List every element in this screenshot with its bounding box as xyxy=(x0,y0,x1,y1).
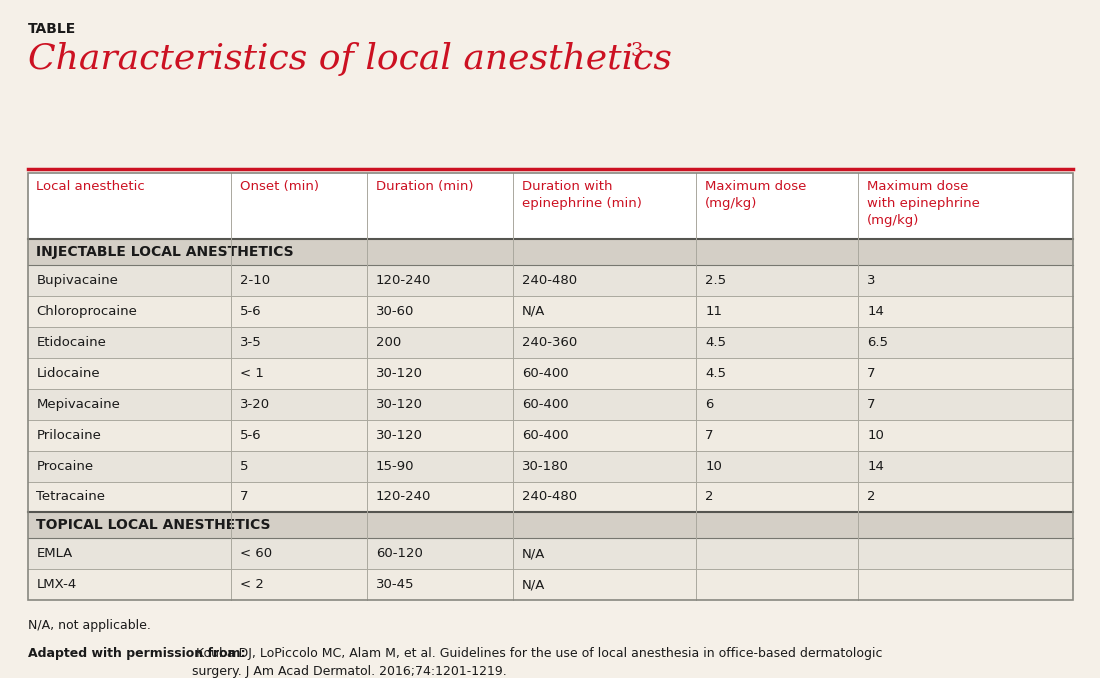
Text: 7: 7 xyxy=(705,428,714,441)
Text: N/A: N/A xyxy=(522,578,546,591)
Text: 10: 10 xyxy=(705,460,722,473)
Bar xyxy=(28,296,1072,327)
Text: 240-360: 240-360 xyxy=(522,336,578,349)
Text: 30-60: 30-60 xyxy=(376,305,415,318)
Text: 10: 10 xyxy=(867,428,884,441)
Bar xyxy=(28,420,1072,451)
Text: INJECTABLE LOCAL ANESTHETICS: INJECTABLE LOCAL ANESTHETICS xyxy=(36,245,294,259)
Text: < 60: < 60 xyxy=(240,547,272,560)
Text: 3-20: 3-20 xyxy=(240,398,271,411)
Bar xyxy=(28,239,1072,265)
Text: N/A: N/A xyxy=(522,547,546,560)
Text: 30-120: 30-120 xyxy=(376,367,422,380)
Text: 240-480: 240-480 xyxy=(522,274,578,287)
Bar xyxy=(28,513,1072,538)
Text: 200: 200 xyxy=(376,336,402,349)
Text: 120-240: 120-240 xyxy=(376,490,431,504)
Text: 120-240: 120-240 xyxy=(376,274,431,287)
Text: 60-400: 60-400 xyxy=(522,428,569,441)
Text: 2-10: 2-10 xyxy=(240,274,271,287)
Text: Characteristics of local anesthetics: Characteristics of local anesthetics xyxy=(28,42,671,76)
Bar xyxy=(28,173,1072,600)
Text: 4.5: 4.5 xyxy=(705,367,726,380)
Text: Etidocaine: Etidocaine xyxy=(36,336,107,349)
Bar xyxy=(28,265,1072,296)
Text: 30-45: 30-45 xyxy=(376,578,415,591)
Text: 6: 6 xyxy=(705,398,714,411)
Text: Maximum dose
with epinephrine
(mg/kg): Maximum dose with epinephrine (mg/kg) xyxy=(867,180,980,226)
Text: 30-120: 30-120 xyxy=(376,428,422,441)
Text: LMX-4: LMX-4 xyxy=(36,578,77,591)
Text: Duration with
epinephrine (min): Duration with epinephrine (min) xyxy=(522,180,642,210)
Text: 7: 7 xyxy=(867,367,876,380)
Text: Adapted with permission from:: Adapted with permission from: xyxy=(28,647,245,660)
Bar xyxy=(28,569,1072,600)
Text: Maximum dose
(mg/kg): Maximum dose (mg/kg) xyxy=(705,180,806,210)
Text: 7: 7 xyxy=(867,398,876,411)
Text: < 2: < 2 xyxy=(240,578,264,591)
Text: Chloroprocaine: Chloroprocaine xyxy=(36,305,138,318)
Text: 60-400: 60-400 xyxy=(522,367,569,380)
Bar xyxy=(28,388,1072,420)
Text: 2: 2 xyxy=(705,490,714,504)
Text: 240-480: 240-480 xyxy=(522,490,578,504)
Text: 60-400: 60-400 xyxy=(522,398,569,411)
Bar xyxy=(28,451,1072,481)
Text: 5-6: 5-6 xyxy=(240,428,262,441)
Text: 30-120: 30-120 xyxy=(376,398,422,411)
Text: 14: 14 xyxy=(867,460,884,473)
Text: Tetracaine: Tetracaine xyxy=(36,490,106,504)
Text: Duration (min): Duration (min) xyxy=(376,180,473,193)
Text: 4.5: 4.5 xyxy=(705,336,726,349)
Text: 2.5: 2.5 xyxy=(705,274,726,287)
Text: Mepivacaine: Mepivacaine xyxy=(36,398,120,411)
Text: 2: 2 xyxy=(867,490,876,504)
Text: N/A: N/A xyxy=(522,305,546,318)
Text: Procaine: Procaine xyxy=(36,460,94,473)
Text: TOPICAL LOCAL ANESTHETICS: TOPICAL LOCAL ANESTHETICS xyxy=(36,518,271,532)
Text: 7: 7 xyxy=(240,490,249,504)
Text: Onset (min): Onset (min) xyxy=(240,180,319,193)
Text: 60-120: 60-120 xyxy=(376,547,422,560)
Text: 5: 5 xyxy=(240,460,249,473)
Text: EMLA: EMLA xyxy=(36,547,73,560)
Text: Prilocaine: Prilocaine xyxy=(36,428,101,441)
Text: 15-90: 15-90 xyxy=(376,460,415,473)
Text: < 1: < 1 xyxy=(240,367,264,380)
Text: N/A, not applicable.: N/A, not applicable. xyxy=(28,619,151,632)
Text: 6.5: 6.5 xyxy=(867,336,888,349)
Text: 11: 11 xyxy=(705,305,722,318)
Bar xyxy=(28,358,1072,388)
Text: 14: 14 xyxy=(867,305,884,318)
Text: Bupivacaine: Bupivacaine xyxy=(36,274,118,287)
Text: 5-6: 5-6 xyxy=(240,305,262,318)
Text: Kouba DJ, LoPiccolo MC, Alam M, et al. Guidelines for the use of local anesthesi: Kouba DJ, LoPiccolo MC, Alam M, et al. G… xyxy=(192,647,883,678)
Bar xyxy=(28,481,1072,513)
Bar xyxy=(28,327,1072,358)
Text: Lidocaine: Lidocaine xyxy=(36,367,100,380)
Text: 3: 3 xyxy=(630,42,642,60)
Text: 3: 3 xyxy=(867,274,876,287)
Text: 30-180: 30-180 xyxy=(522,460,569,473)
Bar xyxy=(28,173,1072,239)
Text: Local anesthetic: Local anesthetic xyxy=(36,180,145,193)
Bar xyxy=(28,538,1072,569)
Text: 3-5: 3-5 xyxy=(240,336,262,349)
Text: TABLE: TABLE xyxy=(28,22,76,36)
